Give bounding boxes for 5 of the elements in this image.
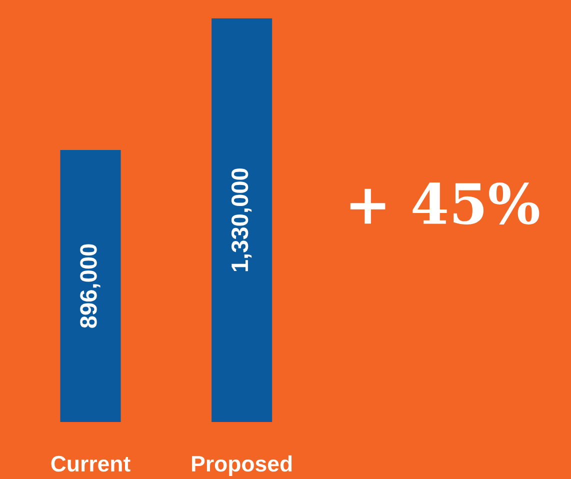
x-tick-label: Proposed — [192, 455, 292, 476]
data-label: 896,000 — [80, 244, 100, 328]
text: + 45% — [350, 182, 540, 224]
data-label: 1,330,000 — [231, 168, 252, 272]
x-tick-label: Current — [51, 456, 130, 472]
